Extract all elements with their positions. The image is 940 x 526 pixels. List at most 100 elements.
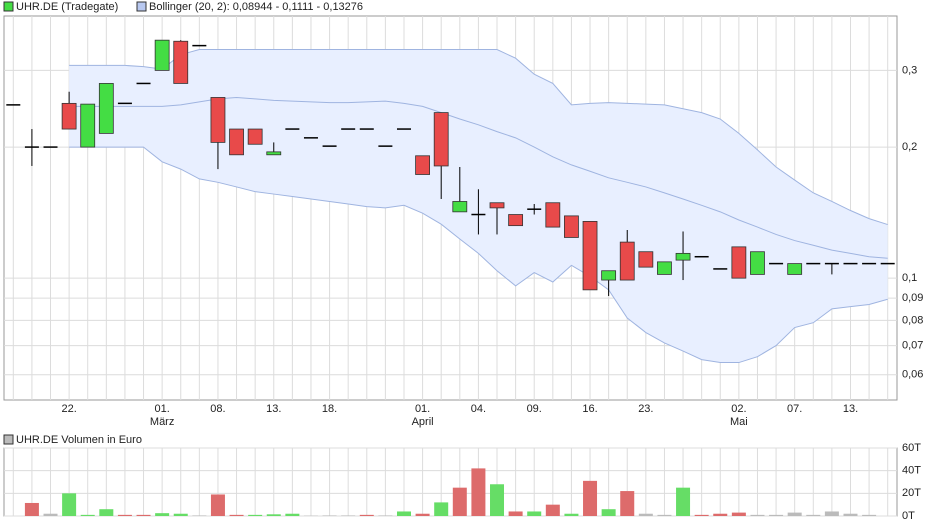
volume-bar <box>750 514 765 516</box>
volume-bar <box>266 514 281 516</box>
candle-body <box>6 104 21 106</box>
candle-body <box>489 202 505 209</box>
x-tick-label: 01. <box>415 403 430 415</box>
candle-body <box>564 215 579 238</box>
candle-body <box>601 270 617 281</box>
candle-body <box>98 83 114 134</box>
x-month-label: April <box>412 416 434 428</box>
candle-body <box>136 82 151 85</box>
x-tick-label: 22. <box>61 403 76 415</box>
candle-body <box>192 44 207 47</box>
y-tick-label: 60T <box>902 442 921 454</box>
y-tick-label: 0T <box>902 510 915 522</box>
volume-bar <box>434 502 449 516</box>
volume-bar <box>117 514 132 516</box>
candle-body <box>266 151 282 156</box>
candle-body <box>731 246 747 279</box>
x-tick-label: 02. <box>731 403 746 415</box>
volume-bar <box>638 513 653 516</box>
candle-body <box>675 252 691 261</box>
candle-body <box>657 261 672 275</box>
x-tick-label: 01. <box>154 403 169 415</box>
volume-bar <box>490 484 505 516</box>
y-tick-label: 40T <box>902 465 921 477</box>
legend-swatch <box>3 434 14 445</box>
y-tick-label: 0,08 <box>902 314 923 326</box>
candle-body <box>694 255 709 258</box>
volume-bar <box>806 514 821 516</box>
candle-body <box>713 268 728 270</box>
candle-body <box>359 128 374 130</box>
y-tick-label: 20T <box>902 487 921 499</box>
candle-body <box>769 262 784 265</box>
volume-frame <box>3 447 898 517</box>
volume-bar <box>787 512 802 516</box>
x-tick-label: 07. <box>787 403 802 415</box>
x-tick-label: 13. <box>266 403 281 415</box>
volume-bar <box>192 515 207 516</box>
candle-body <box>229 128 244 156</box>
legend-swatch <box>136 1 147 12</box>
candle-body <box>508 214 524 227</box>
candle-body <box>154 39 170 71</box>
volume-bar <box>843 513 858 516</box>
candle-body <box>303 137 318 139</box>
candle-body <box>285 128 300 130</box>
volume-bar <box>248 514 263 516</box>
volume-bar <box>359 514 374 516</box>
candle-body <box>787 263 803 275</box>
band-line <box>69 49 888 226</box>
volume-bar <box>80 514 95 516</box>
volume-bar <box>769 514 784 516</box>
volume-bar <box>545 504 560 516</box>
volume-bar <box>43 513 58 516</box>
x-tick-label: 13. <box>843 403 858 415</box>
volume-bar <box>322 515 337 516</box>
candle-body <box>880 262 895 265</box>
volume-bar <box>341 515 356 516</box>
volume-bar <box>471 468 486 516</box>
x-month-label: März <box>150 416 174 428</box>
x-tick-label: 18. <box>322 403 337 415</box>
candle-body <box>117 102 132 105</box>
candle-body <box>415 155 430 175</box>
y-tick-label: 0,07 <box>902 340 923 352</box>
volume-bar <box>527 511 542 516</box>
volume-bar <box>824 511 839 516</box>
y-tick-label: 0,1 <box>902 272 917 284</box>
volume-bar <box>173 513 188 516</box>
candle-body <box>173 40 189 84</box>
candle-body <box>582 221 598 291</box>
candle-body <box>43 146 58 148</box>
volume-bar <box>620 491 635 516</box>
volume-bar <box>210 494 225 516</box>
x-tick-label: 16. <box>582 403 597 415</box>
candle-body <box>843 262 858 265</box>
candle-body <box>471 213 486 216</box>
candle-body <box>24 146 39 148</box>
volume-bar <box>657 514 672 516</box>
volume-bar <box>564 513 579 516</box>
volume-bar <box>583 480 598 516</box>
y-tick-label: 0,3 <box>902 64 917 76</box>
legend-label: Bollinger (20, 2): 0,08944 - 0,1111 - 0,… <box>149 1 363 13</box>
volume-bar <box>452 487 467 516</box>
band-line <box>69 96 888 259</box>
x-tick-label: 09. <box>527 403 542 415</box>
volume-bar <box>694 514 709 516</box>
y-tick-label: 0,09 <box>902 292 923 304</box>
candle-body <box>545 202 561 228</box>
candle-body <box>247 128 263 145</box>
candle-body <box>341 128 356 130</box>
y-tick-label: 0,06 <box>902 369 923 381</box>
volume-bar <box>229 514 244 516</box>
candle-body <box>396 128 411 130</box>
x-tick-label: 08. <box>210 403 225 415</box>
x-tick-label: 23. <box>638 403 653 415</box>
candle-body <box>210 97 226 143</box>
legend-swatch <box>3 1 14 12</box>
band-line <box>69 146 888 364</box>
legend-label: UHR.DE (Tradegate) <box>16 1 118 13</box>
candle-body <box>378 145 393 147</box>
